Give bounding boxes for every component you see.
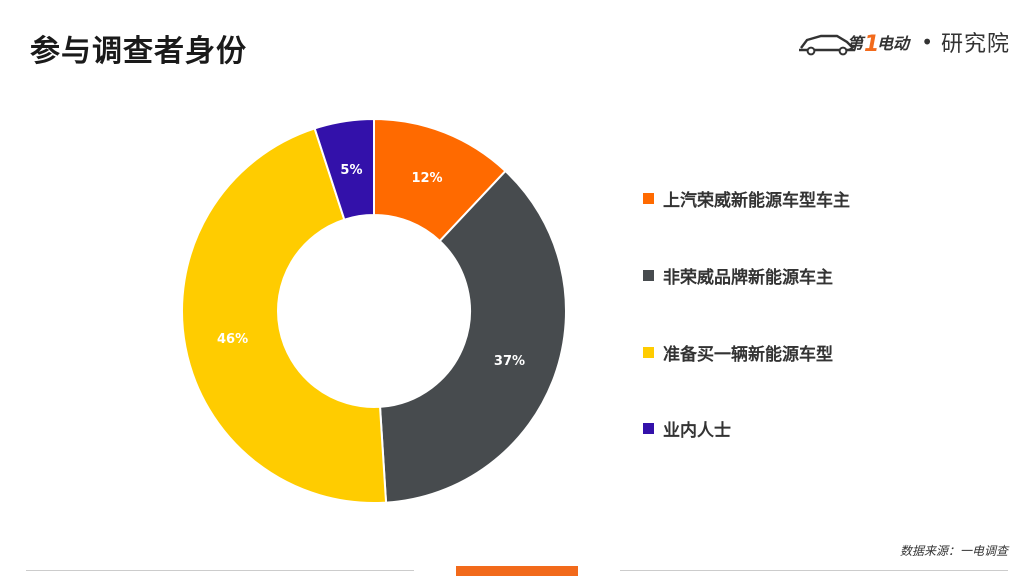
- footer-line-left: [26, 570, 414, 571]
- legend-swatch-2: [643, 270, 654, 281]
- legend-item-2: 非荣威品牌新能源车主: [643, 263, 833, 288]
- legend-swatch-4: [643, 423, 654, 434]
- pie-slice-2: [378, 169, 567, 504]
- logo-name: 研究院: [940, 32, 1010, 57]
- page-title: 参与调查者身份: [30, 34, 247, 69]
- brand-logo: 第 1 电动 • 研究院: [797, 22, 1010, 62]
- legend-label-2: 非荣威品牌新能源车主: [663, 268, 833, 288]
- source-note: 数据来源：一电调查: [899, 544, 1008, 558]
- legend-item-1: 上汽荣威新能源车型车主: [643, 186, 850, 211]
- chart-legend: 上汽荣威新能源车型车主 非荣威品牌新能源车主 准备买一辆新能源车型 业内人士: [643, 0, 983, 576]
- logo-separator-dot: •: [921, 30, 933, 54]
- slice-label-2: 37%: [494, 354, 525, 369]
- legend-item-3: 准备买一辆新能源车型: [643, 340, 833, 365]
- slice-label-4: 5%: [340, 163, 362, 178]
- legend-label-1: 上汽荣威新能源车型车主: [663, 191, 850, 211]
- svg-text:电动: 电动: [877, 34, 911, 53]
- legend-label-4: 业内人士: [663, 421, 731, 441]
- pie-slice-4: [313, 117, 375, 221]
- legend-swatch-3: [643, 347, 654, 358]
- legend-label-3: 准备买一辆新能源车型: [663, 345, 833, 365]
- slice-label-1: 12%: [411, 171, 442, 186]
- legend-swatch-1: [643, 193, 654, 204]
- slice-label-3: 46%: [217, 332, 248, 347]
- legend-item-4: 业内人士: [643, 416, 731, 441]
- svg-text:1: 1: [864, 32, 879, 57]
- car-logo-icon: 第 1 电动: [799, 32, 911, 57]
- footer-accent-bar: [456, 566, 578, 576]
- svg-text:第: 第: [847, 34, 866, 53]
- footer-line-right: [620, 570, 1008, 571]
- pie-slice-3: [181, 127, 388, 504]
